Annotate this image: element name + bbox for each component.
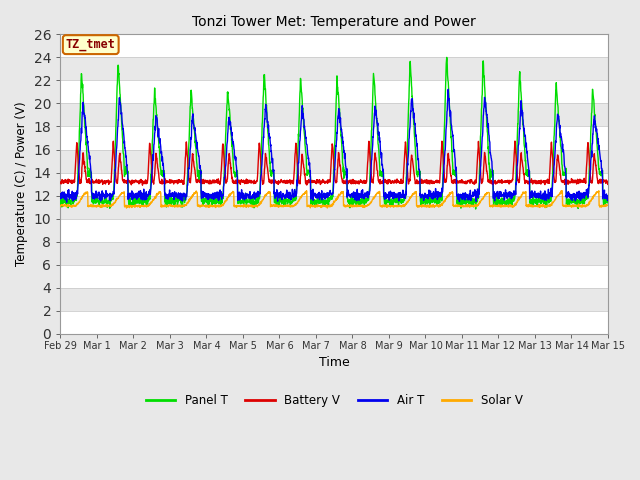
Bar: [60, 218, 608, 241]
Text: TZ_tmet: TZ_tmet: [66, 38, 116, 51]
Legend: Panel T, Battery V, Air T, Solar V: Panel T, Battery V, Air T, Solar V: [141, 389, 527, 412]
X-axis label: Time: Time: [319, 356, 349, 369]
Bar: [60, 149, 608, 172]
Bar: [60, 195, 608, 218]
Bar: [60, 35, 608, 58]
Bar: [60, 264, 608, 288]
Bar: [60, 172, 608, 195]
Bar: [60, 241, 608, 264]
Y-axis label: Temperature (C) / Power (V): Temperature (C) / Power (V): [15, 102, 28, 266]
Bar: [60, 127, 608, 149]
Bar: [60, 81, 608, 104]
Bar: [60, 104, 608, 127]
Bar: [60, 58, 608, 81]
Bar: [60, 311, 608, 334]
Bar: [60, 288, 608, 311]
Title: Tonzi Tower Met: Temperature and Power: Tonzi Tower Met: Temperature and Power: [192, 15, 476, 29]
